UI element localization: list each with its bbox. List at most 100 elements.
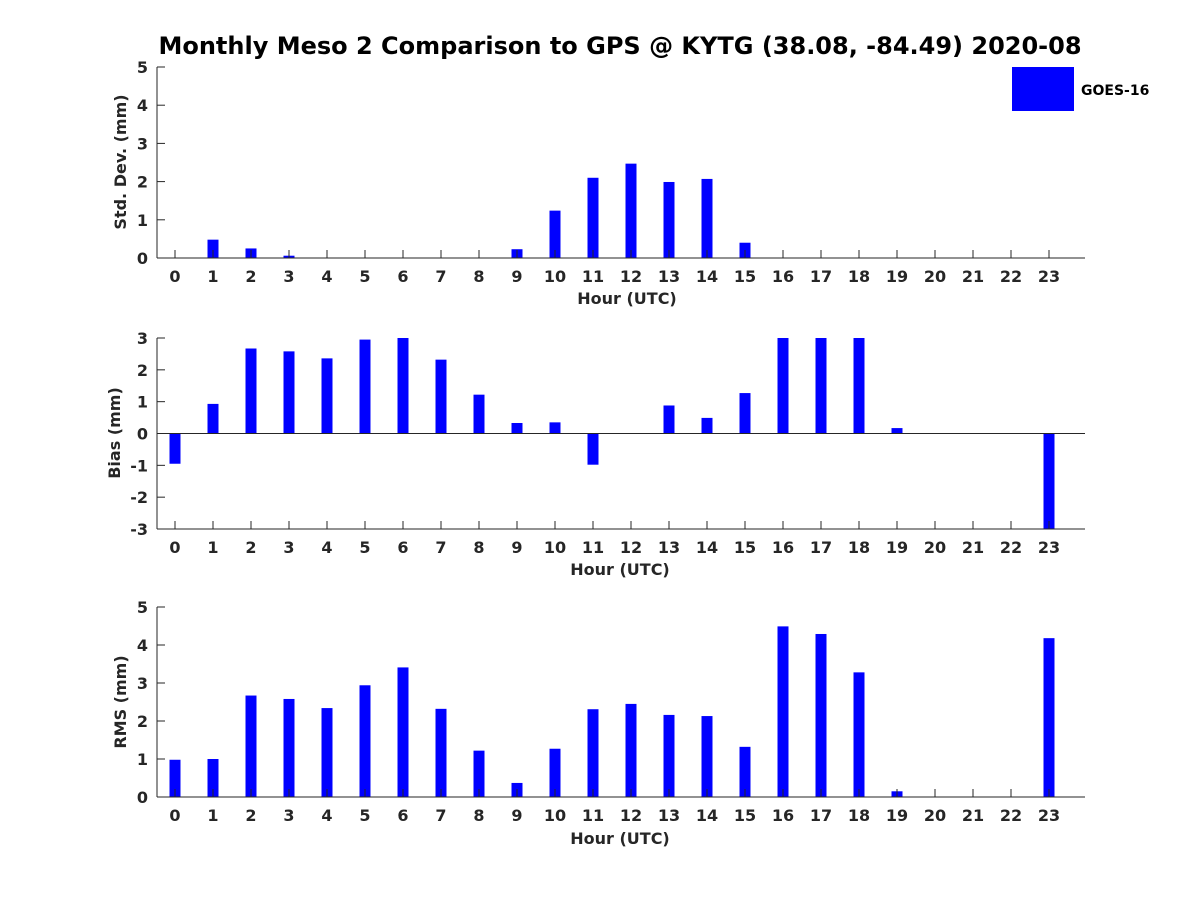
rms-x-tick-label: 17 bbox=[810, 806, 832, 825]
bias-y-tick-label: -3 bbox=[130, 520, 148, 539]
rms-bar-hour-17 bbox=[815, 633, 827, 797]
bias-x-tick-label: 8 bbox=[473, 538, 484, 557]
bias-x-tick-label: 12 bbox=[620, 538, 642, 557]
bias-y-axis-label: Bias (mm) bbox=[105, 387, 124, 479]
bias-bar-hour-13 bbox=[663, 405, 675, 434]
bias-x-tick-label: 10 bbox=[544, 538, 566, 557]
bias-bar-hour-14 bbox=[701, 417, 713, 434]
rms-y-tick-label: 1 bbox=[137, 750, 148, 769]
stddev-x-tick-label: 8 bbox=[473, 267, 484, 286]
rms-x-tick-label: 10 bbox=[544, 806, 566, 825]
stddev-x-tick-label: 4 bbox=[321, 267, 332, 286]
rms-x-tick-label: 11 bbox=[582, 806, 604, 825]
stddev-y-tick-label: 4 bbox=[137, 96, 148, 115]
stddev-bar-hour-12 bbox=[625, 163, 637, 258]
bias-x-tick-label: 9 bbox=[511, 538, 522, 557]
stddev-x-tick-label: 17 bbox=[810, 267, 832, 286]
rms-bar-hour-12 bbox=[625, 703, 637, 797]
rms-bar-hour-4 bbox=[321, 708, 333, 797]
bias-x-tick-label: 16 bbox=[772, 538, 794, 557]
rms-bar-hour-18 bbox=[853, 672, 865, 797]
stddev-x-tick-label: 15 bbox=[734, 267, 756, 286]
bias-bar-hour-1 bbox=[207, 403, 219, 434]
rms-bar-hour-10 bbox=[549, 748, 561, 797]
rms-bar-hour-1 bbox=[207, 759, 219, 797]
bias-x-tick-label: 20 bbox=[924, 538, 946, 557]
rms-x-tick-label: 5 bbox=[359, 806, 370, 825]
bias-bar-hour-2 bbox=[245, 348, 257, 434]
stddev-bar-hour-14 bbox=[701, 178, 713, 258]
rms-bar-hour-6 bbox=[397, 667, 409, 797]
stddev-x-tick-label: 12 bbox=[620, 267, 642, 286]
stddev-x-tick-label: 16 bbox=[772, 267, 794, 286]
bias-x-tick-label: 21 bbox=[962, 538, 984, 557]
stddev-x-tick-label: 3 bbox=[283, 267, 294, 286]
rms-x-tick-label: 3 bbox=[283, 806, 294, 825]
stddev-x-tick-label: 5 bbox=[359, 267, 370, 286]
bias-y-tick-label: 0 bbox=[137, 425, 148, 444]
stddev-x-axis-label: Hour (UTC) bbox=[577, 289, 677, 308]
stddev-x-tick-label: 23 bbox=[1038, 267, 1060, 286]
bias-bar-hour-17 bbox=[815, 338, 827, 434]
bias-x-tick-label: 15 bbox=[734, 538, 756, 557]
legend-swatch-goes-16 bbox=[1012, 67, 1074, 111]
stddev-bar-hour-13 bbox=[663, 181, 675, 258]
rms-bars bbox=[169, 626, 1055, 797]
bias-bar-hour-8 bbox=[473, 394, 485, 434]
bias-x-tick-label: 13 bbox=[658, 538, 680, 557]
chart-title: Monthly Meso 2 Comparison to GPS @ KYTG … bbox=[158, 32, 1081, 60]
bias-x-tick-label: 1 bbox=[207, 538, 218, 557]
rms-x-axis-label: Hour (UTC) bbox=[570, 829, 670, 848]
bias-bar-hour-9 bbox=[511, 422, 523, 434]
rms-y-axis-label: RMS (mm) bbox=[111, 655, 130, 748]
bias-x-tick-label: 7 bbox=[435, 538, 446, 557]
bias-bar-hour-19 bbox=[891, 428, 903, 434]
rms-bar-hour-16 bbox=[777, 626, 789, 797]
stddev-x-tick-label: 22 bbox=[1000, 267, 1022, 286]
legend: GOES-16 bbox=[1012, 67, 1149, 111]
stddev-y-tick-label: 2 bbox=[137, 173, 148, 192]
rms-bar-hour-3 bbox=[283, 698, 295, 797]
stddev-x-tick-label: 14 bbox=[696, 267, 718, 286]
stddev-x-tick-label: 2 bbox=[245, 267, 256, 286]
rms-bar-hour-13 bbox=[663, 714, 675, 797]
stddev-y-tick-label: 5 bbox=[137, 58, 148, 77]
bias-bar-hour-16 bbox=[777, 338, 789, 434]
bias-y-tick-label: 2 bbox=[137, 361, 148, 380]
bias-x-tick-label: 23 bbox=[1038, 538, 1060, 557]
bias-x-tick-label: 0 bbox=[169, 538, 180, 557]
stddev-y-tick-label: 1 bbox=[137, 211, 148, 230]
rms-x-tick-label: 22 bbox=[1000, 806, 1022, 825]
rms-y-tick-label: 3 bbox=[137, 674, 148, 693]
rms-x-tick-label: 6 bbox=[397, 806, 408, 825]
rms-y-tick-label: 5 bbox=[137, 598, 148, 617]
bias-y-tick-label: -2 bbox=[130, 488, 148, 507]
stddev-y-axis-label: Std. Dev. (mm) bbox=[111, 94, 130, 229]
bias-bar-hour-18 bbox=[853, 338, 865, 434]
bias-bar-hour-7 bbox=[435, 359, 447, 434]
rms-x-tick-label: 23 bbox=[1038, 806, 1060, 825]
bias-x-tick-label: 11 bbox=[582, 538, 604, 557]
stddev-x-tick-label: 9 bbox=[511, 267, 522, 286]
bias-bar-hour-0 bbox=[169, 433, 181, 464]
bias-bar-hour-4 bbox=[321, 358, 333, 434]
stddev-x-tick-label: 18 bbox=[848, 267, 870, 286]
rms-bar-hour-0 bbox=[169, 759, 181, 797]
rms-bar-hour-11 bbox=[587, 709, 599, 797]
rms-x-tick-label: 14 bbox=[696, 806, 718, 825]
bias-x-tick-label: 3 bbox=[283, 538, 294, 557]
rms-bar-hour-7 bbox=[435, 708, 447, 797]
rms-x-tick-label: 13 bbox=[658, 806, 680, 825]
bias-x-tick-label: 6 bbox=[397, 538, 408, 557]
rms-bar-hour-5 bbox=[359, 685, 371, 797]
bias-bars bbox=[169, 338, 1055, 529]
bias-x-tick-label: 14 bbox=[696, 538, 718, 557]
legend-label-goes-16: GOES-16 bbox=[1081, 83, 1149, 99]
bias-y-tick-label: 1 bbox=[137, 393, 148, 412]
stddev-x-tick-label: 19 bbox=[886, 267, 908, 286]
